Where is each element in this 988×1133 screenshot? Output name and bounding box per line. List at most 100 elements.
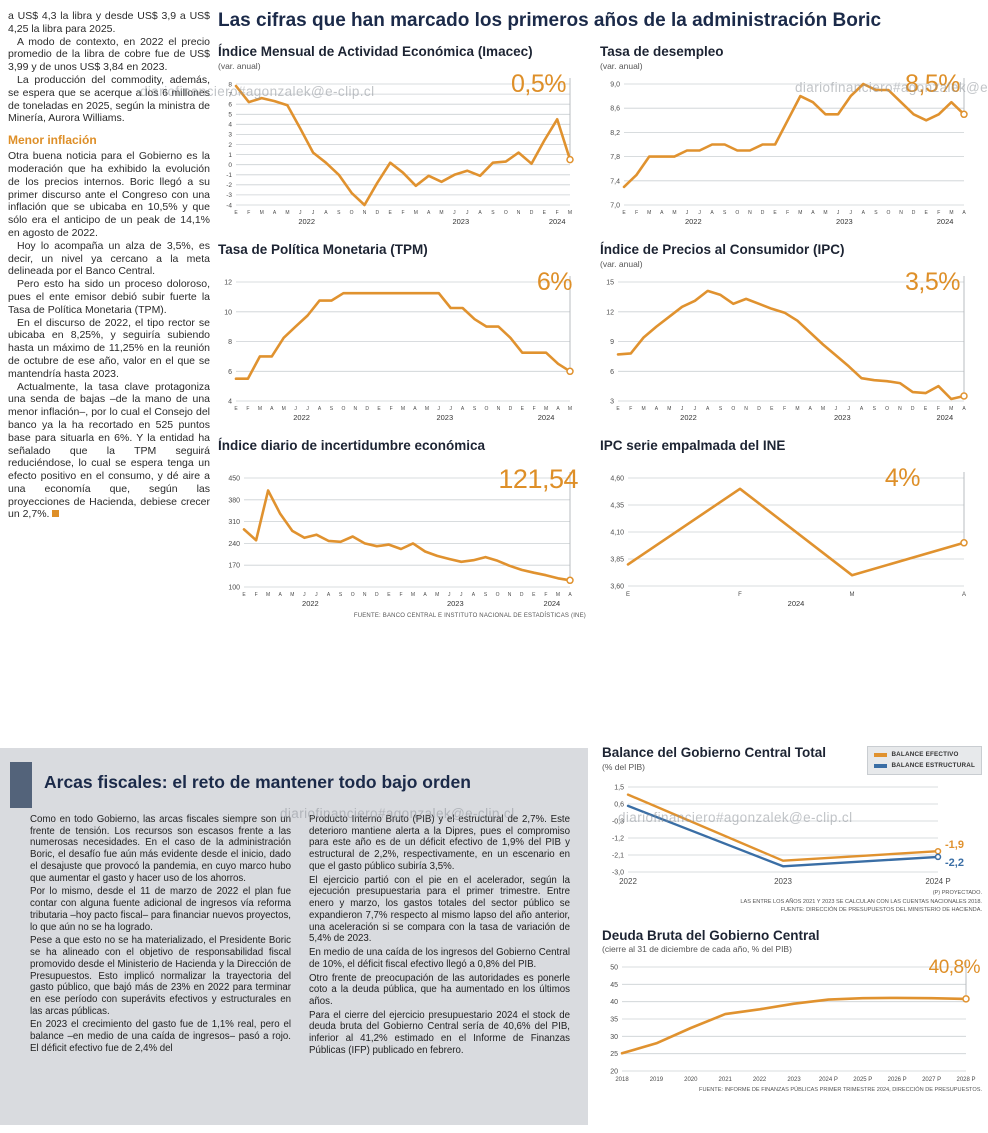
svg-text:N: N	[497, 406, 501, 412]
svg-text:F: F	[544, 592, 547, 598]
svg-text:F: F	[556, 210, 559, 216]
svg-text:N: N	[508, 592, 512, 598]
svg-text:2023: 2023	[836, 217, 853, 226]
svg-text:S: S	[874, 210, 878, 216]
svg-text:D: D	[912, 210, 916, 216]
desempleo-chart-card: Tasa de desempleo (var. anual) 9,0 8,6 8,2…	[600, 44, 980, 228]
svg-text:6: 6	[228, 101, 232, 108]
svg-text:-1,9: -1,9	[945, 840, 964, 852]
svg-text:40: 40	[610, 1000, 618, 1007]
svg-text:M: M	[667, 406, 671, 412]
paragraph: LAS ENTRE LOS AÑOS 2021 Y 2023 SE CALCUL…	[740, 898, 982, 905]
svg-text:-1: -1	[226, 172, 232, 179]
svg-text:45: 45	[610, 982, 618, 989]
svg-text:2022: 2022	[680, 413, 697, 422]
svg-text:3,85: 3,85	[610, 556, 624, 563]
svg-text:F: F	[533, 406, 536, 412]
svg-text:-4: -4	[226, 202, 232, 209]
svg-text:-2,1: -2,1	[612, 853, 624, 860]
balance-chart: 1,5 0,6 -0,3 -1,2 -2,1 -3,0 2022 2023 2024 P -1,9…	[602, 779, 982, 887]
svg-text:380: 380	[228, 497, 240, 504]
svg-text:J: J	[835, 406, 838, 412]
svg-text:A: A	[318, 406, 322, 412]
svg-text:12: 12	[606, 309, 614, 316]
svg-text:D: D	[530, 210, 534, 216]
svg-text:2024: 2024	[937, 217, 954, 226]
svg-text:2024: 2024	[538, 413, 555, 422]
svg-text:E: E	[532, 592, 536, 598]
legend-item-estructural: BALANCE ESTRUCTURAL	[874, 761, 975, 772]
svg-text:2023: 2023	[774, 877, 792, 886]
paragraph: Otro frente de preocupación de las autor…	[309, 972, 570, 1008]
svg-text:S: S	[491, 210, 495, 216]
svg-text:2023: 2023	[787, 1077, 801, 1083]
svg-text:M: M	[642, 406, 646, 412]
paragraph: En medio de una caída de los ingresos de…	[309, 947, 570, 970]
svg-text:4: 4	[228, 121, 232, 128]
paragraph: Otra buena noticia para el Gobierno es l…	[8, 150, 210, 239]
deuda-plot: 50 45 40 35 30 25 20 2018 2019 2020 2021 2022 2023 20…	[602, 959, 982, 1084]
incertidumbre-plot: 450 380 310 240 170 100 E F M A M J J A S O N D E F M A M J J A S O…	[218, 470, 586, 610]
paragraph: Hoy lo acompaña un alza de 3,5%, es deci…	[8, 239, 210, 278]
svg-text:E: E	[521, 406, 525, 412]
svg-text:M: M	[795, 406, 799, 412]
svg-text:J: J	[299, 210, 302, 216]
svg-text:O: O	[885, 406, 889, 412]
svg-text:M: M	[266, 592, 270, 598]
fiscal-title-bar	[10, 762, 32, 808]
paragraph: (P) PROYECTADO.	[932, 890, 982, 897]
svg-text:A: A	[710, 210, 714, 216]
svg-text:3,60: 3,60	[610, 583, 624, 590]
svg-text:E: E	[234, 210, 238, 216]
svg-text:10: 10	[224, 309, 232, 316]
svg-text:4,60: 4,60	[610, 475, 624, 482]
svg-text:M: M	[798, 210, 802, 216]
svg-text:O: O	[485, 406, 489, 412]
svg-text:J: J	[438, 406, 441, 412]
svg-text:E: E	[924, 406, 928, 412]
ipc-chart-card: Índice de Precios al Consumidor (IPC) (v…	[600, 241, 980, 424]
svg-text:M: M	[439, 210, 443, 216]
svg-text:M: M	[823, 210, 827, 216]
svg-text:A: A	[273, 210, 277, 216]
tpm-latest-value: 6%	[536, 267, 573, 296]
svg-text:O: O	[341, 406, 345, 412]
section-heading-menor-inflacion: Menor inflación	[8, 133, 97, 148]
svg-text:450: 450	[228, 475, 240, 482]
svg-text:8: 8	[228, 339, 232, 346]
svg-text:J: J	[448, 592, 451, 598]
svg-text:2021: 2021	[719, 1077, 733, 1083]
svg-text:E: E	[543, 210, 547, 216]
ipc-chart-title: Índice de Precios al Consumidor (IPC)	[600, 241, 845, 257]
svg-text:A: A	[270, 406, 274, 412]
tpm-chart-title: Tasa de Política Monetaria (TPM)	[218, 241, 428, 257]
svg-text:S: S	[337, 210, 341, 216]
svg-text:E: E	[925, 210, 929, 216]
svg-text:-2,2: -2,2	[945, 857, 964, 869]
svg-text:F: F	[629, 406, 632, 412]
svg-text:2024 P: 2024 P	[819, 1077, 838, 1083]
svg-text:J: J	[312, 210, 315, 216]
svg-text:2025 P: 2025 P	[853, 1077, 872, 1083]
balance-notes: (P) PROYECTADO. LAS ENTRE LOS AÑOS 2021 Y…	[602, 889, 982, 914]
svg-text:3: 3	[610, 398, 614, 405]
legend-item-efectivo: BALANCE EFECTIVO	[874, 750, 975, 761]
svg-text:2: 2	[228, 142, 232, 149]
svg-text:4,10: 4,10	[610, 529, 624, 536]
svg-text:A: A	[962, 210, 966, 216]
svg-text:20: 20	[610, 1069, 618, 1076]
svg-text:2024 P: 2024 P	[925, 877, 950, 886]
imacec-chart-title: Índice Mensual de Actividad Económica (I…	[218, 44, 533, 59]
svg-text:M: M	[435, 592, 439, 598]
charts-source-note: FUENTE: BANCO CENTRAL E INSTITUTO NACION…	[353, 612, 586, 619]
paragraph: Para el cierre del ejercicio presupuesta…	[309, 1009, 570, 1056]
svg-text:O: O	[886, 210, 890, 216]
balance-efectivo-swatch	[874, 753, 888, 758]
svg-text:2027 P: 2027 P	[922, 1077, 941, 1083]
deuda-source-line: FUENTE: INFORME DE FINANZAS PÚBLICAS PRI…	[699, 1087, 982, 1094]
paragraph: Producto Interno Bruto (PIB) y el estruc…	[309, 814, 570, 872]
fiscal-title: Arcas fiscales: el reto de mantener todo…	[44, 772, 471, 792]
deuda-source: FUENTE: INFORME DE FINANZAS PÚBLICAS PRI…	[602, 1086, 982, 1094]
svg-text:A: A	[327, 592, 331, 598]
desempleo-chart: 9,0 8,6 8,2 7,8 7,4 7,0 E F M A M J J A S O N D E F M A M J J A S O…	[600, 70, 980, 228]
